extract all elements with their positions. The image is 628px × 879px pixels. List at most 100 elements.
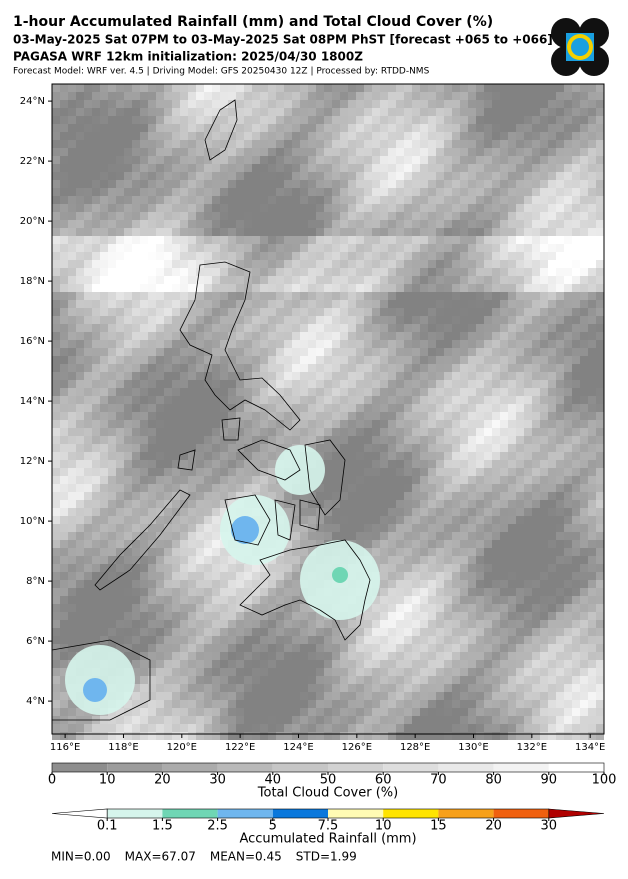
- cloud-cell: [324, 380, 332, 388]
- cloud-cell: [436, 332, 444, 340]
- cloud-cell: [396, 244, 404, 252]
- cloud-cell: [452, 124, 460, 132]
- cloud-cell: [500, 244, 508, 252]
- cloud-cell: [428, 452, 436, 460]
- cloud-cell: [236, 292, 244, 300]
- cloud-cell: [372, 108, 380, 116]
- cloud-cell: [452, 196, 460, 204]
- cloud-cell: [92, 204, 100, 212]
- cloud-cell: [580, 188, 588, 196]
- cloud-cell: [548, 372, 556, 380]
- cloud-cell: [172, 108, 180, 116]
- cloud-cell: [100, 444, 108, 452]
- cloud-cell: [348, 404, 356, 412]
- cloud-cell: [180, 316, 188, 324]
- cloud-cell: [100, 212, 108, 220]
- cloud-cell: [220, 444, 228, 452]
- cloud-cell: [84, 308, 92, 316]
- cloud-cell: [196, 156, 204, 164]
- cloud-cell: [100, 508, 108, 516]
- cloud-cell: [556, 268, 564, 276]
- cloud-cell: [556, 204, 564, 212]
- cloud-cell: [68, 324, 76, 332]
- cloud-cell: [372, 396, 380, 404]
- cloud-cell: [212, 660, 220, 668]
- cloud-cell: [244, 364, 252, 372]
- cloud-cell: [460, 348, 468, 356]
- cloud-cell: [124, 604, 132, 612]
- cloud-cell: [244, 156, 252, 164]
- cloud-cell: [396, 500, 404, 508]
- cloud-cell: [524, 348, 532, 356]
- cloud-cell: [388, 444, 396, 452]
- cloud-cell: [180, 364, 188, 372]
- cloud-cell: [284, 292, 292, 300]
- cloud-cell: [76, 108, 84, 116]
- cloud-cell: [508, 84, 516, 92]
- cloud-cell: [452, 292, 460, 300]
- cloud-cell: [276, 332, 284, 340]
- cloud-cell: [76, 388, 84, 396]
- cloud-cell: [236, 420, 244, 428]
- cloud-cell: [412, 532, 420, 540]
- cloud-cell: [76, 92, 84, 100]
- cloud-cell: [220, 380, 228, 388]
- cloud-cell: [412, 348, 420, 356]
- title: 1-hour Accumulated Rainfall (mm) and Tot…: [13, 14, 493, 30]
- cloud-cell: [476, 284, 484, 292]
- cloud-cell: [548, 92, 556, 100]
- cloud-cell: [540, 436, 548, 444]
- cloud-cell: [228, 324, 236, 332]
- cloud-cell: [292, 188, 300, 196]
- cloud-cell: [500, 204, 508, 212]
- cloud-cell: [476, 620, 484, 628]
- cloud-cell: [324, 172, 332, 180]
- cloud-cell: [372, 316, 380, 324]
- cloud-cell: [140, 116, 148, 124]
- cloud-cell: [524, 308, 532, 316]
- cloud-cell: [180, 324, 188, 332]
- cloud-cell: [60, 572, 68, 580]
- cloud-cell: [460, 412, 468, 420]
- cloud-cell: [460, 220, 468, 228]
- cloud-cell: [500, 588, 508, 596]
- cloud-cell: [524, 164, 532, 172]
- cloud-cell: [108, 340, 116, 348]
- cloud-cell: [276, 236, 284, 244]
- cloud-cell: [196, 236, 204, 244]
- cloud-cell: [260, 636, 268, 644]
- cloud-cell: [236, 228, 244, 236]
- cloud-cell: [540, 100, 548, 108]
- cloud-cell: [444, 260, 452, 268]
- cloud-cell: [260, 476, 268, 484]
- cloud-cell: [500, 356, 508, 364]
- cloud-cell: [476, 404, 484, 412]
- cloud-cell: [540, 92, 548, 100]
- cloud-cell: [92, 588, 100, 596]
- cloud-cell: [556, 140, 564, 148]
- cloud-cell: [316, 276, 324, 284]
- cloud-cell: [420, 324, 428, 332]
- cloud-cell: [420, 556, 428, 564]
- cloud-cell: [100, 516, 108, 524]
- cloud-cell: [548, 444, 556, 452]
- cloud-cell: [140, 596, 148, 604]
- cloud-cell: [268, 268, 276, 276]
- cloud-cell: [68, 564, 76, 572]
- cloud-cell: [524, 564, 532, 572]
- cloud-cell: [460, 444, 468, 452]
- cloud-cell: [580, 372, 588, 380]
- cloud-cell: [60, 300, 68, 308]
- cloud-cell: [380, 604, 388, 612]
- cloud-cell: [92, 372, 100, 380]
- cloud-cell: [172, 380, 180, 388]
- cloud-cell: [516, 596, 524, 604]
- cloud-cell: [356, 324, 364, 332]
- cloud-cell: [356, 364, 364, 372]
- cloud-cell: [588, 252, 596, 260]
- cloud-cell: [132, 444, 140, 452]
- cloud-cell: [244, 460, 252, 468]
- cloud-cell: [308, 156, 316, 164]
- cloud-cell: [316, 92, 324, 100]
- cloud-cell: [460, 268, 468, 276]
